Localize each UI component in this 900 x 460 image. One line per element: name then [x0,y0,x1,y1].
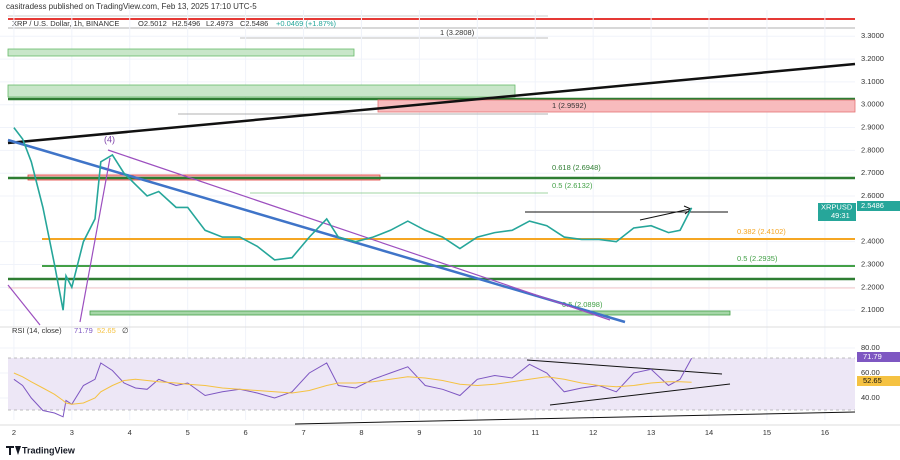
x-tick-label: 15 [763,428,771,437]
last-price-box [857,201,900,211]
wave-label: (4) [104,134,115,144]
y-tick-label: 80.00 [861,343,880,352]
x-tick-label: 4 [128,428,132,437]
symbol: XRP / U.S. Dollar, 1h, BINANCE [12,19,119,28]
price-line [13,127,693,311]
fib-label: 0.5 (2.6132) [552,181,593,190]
ohlc-open: O2.5012 [138,19,167,28]
trendline [526,359,723,375]
ohlc-low: L2.4973 [206,19,233,28]
y-tick-label: 2.3000 [861,259,884,268]
y-tick-label: 3.1000 [861,77,884,86]
x-tick-label: 5 [186,428,190,437]
zone [377,99,856,113]
y-tick-label: 60.00 [861,368,880,377]
trendline [294,411,856,425]
trendline [79,157,111,323]
y-tick-label: 3.3000 [861,31,884,40]
x-tick-label: 14 [705,428,713,437]
x-tick-label: 2 [12,428,16,437]
rsi-ma-value: 52.65 [97,326,116,335]
x-tick-label: 10 [473,428,481,437]
x-tick-label: 16 [821,428,829,437]
y-tick-label: 2.9000 [861,123,884,132]
x-tick-label: 3 [70,428,74,437]
zone [89,310,731,316]
change: +0.0469 (+1.87%) [276,19,337,28]
x-tick-label: 13 [647,428,655,437]
countdown: 49:31 [831,211,850,220]
rsi-label-box [857,352,900,362]
rsi-line [13,372,692,405]
trendline [549,383,731,406]
x-tick-label: 8 [359,428,363,437]
trendline [107,149,611,321]
y-tick-label: 2.7000 [861,168,884,177]
trendline [7,62,856,145]
brand-logo [6,446,21,455]
brand: TradingView [22,445,76,455]
rsi-last: 71.79 [863,352,882,361]
x-tick-label: 9 [417,428,421,437]
y-tick-label: 2.6000 [861,191,884,200]
fib-label: 0.5 (2.2935) [737,254,778,263]
price-label-box [818,203,856,221]
fib-label: 1 (2.9592) [552,101,587,110]
rsi-line [13,358,693,418]
rsi-symbol: ∅ [122,326,129,335]
x-tick-label: 12 [589,428,597,437]
rsi-ma-last: 52.65 [863,376,882,385]
y-tick-label: 2.1000 [861,305,884,314]
x-tick-label: 6 [244,428,248,437]
fib-label: 1 (3.2808) [440,28,475,37]
rsi-value: 71.79 [74,326,93,335]
zone [7,84,516,98]
rsi-ma-label-box [857,376,900,386]
y-tick-label: 3.0000 [861,100,884,109]
price-label-symbol: XRPUSD [821,202,853,211]
rsi-title: RSI (14, close) [12,326,62,335]
x-tick-label: 7 [301,428,305,437]
trendline [7,138,626,324]
last-price: 2.5486 [861,201,884,210]
fib-label: 0.5 (2.0898) [562,300,603,309]
zone [7,48,355,57]
y-tick-label: 40.00 [861,393,880,402]
publisher: casitradess published on TradingView.com… [6,2,257,11]
ohlc-close: C2.5486 [240,19,268,28]
x-tick-label: 11 [531,428,539,437]
fib-label: 0.618 (2.6948) [552,163,601,172]
rsi-band [8,358,855,410]
y-tick-label: 2.2000 [861,282,884,291]
fib-label: 0.382 (2.4102) [737,227,786,236]
arrow [639,208,691,221]
ohlc-high: H2.5496 [172,19,200,28]
y-tick-label: 2.4000 [861,237,884,246]
trendline [7,284,41,326]
y-tick-label: 2.8000 [861,145,884,154]
y-tick-label: 3.2000 [861,54,884,63]
